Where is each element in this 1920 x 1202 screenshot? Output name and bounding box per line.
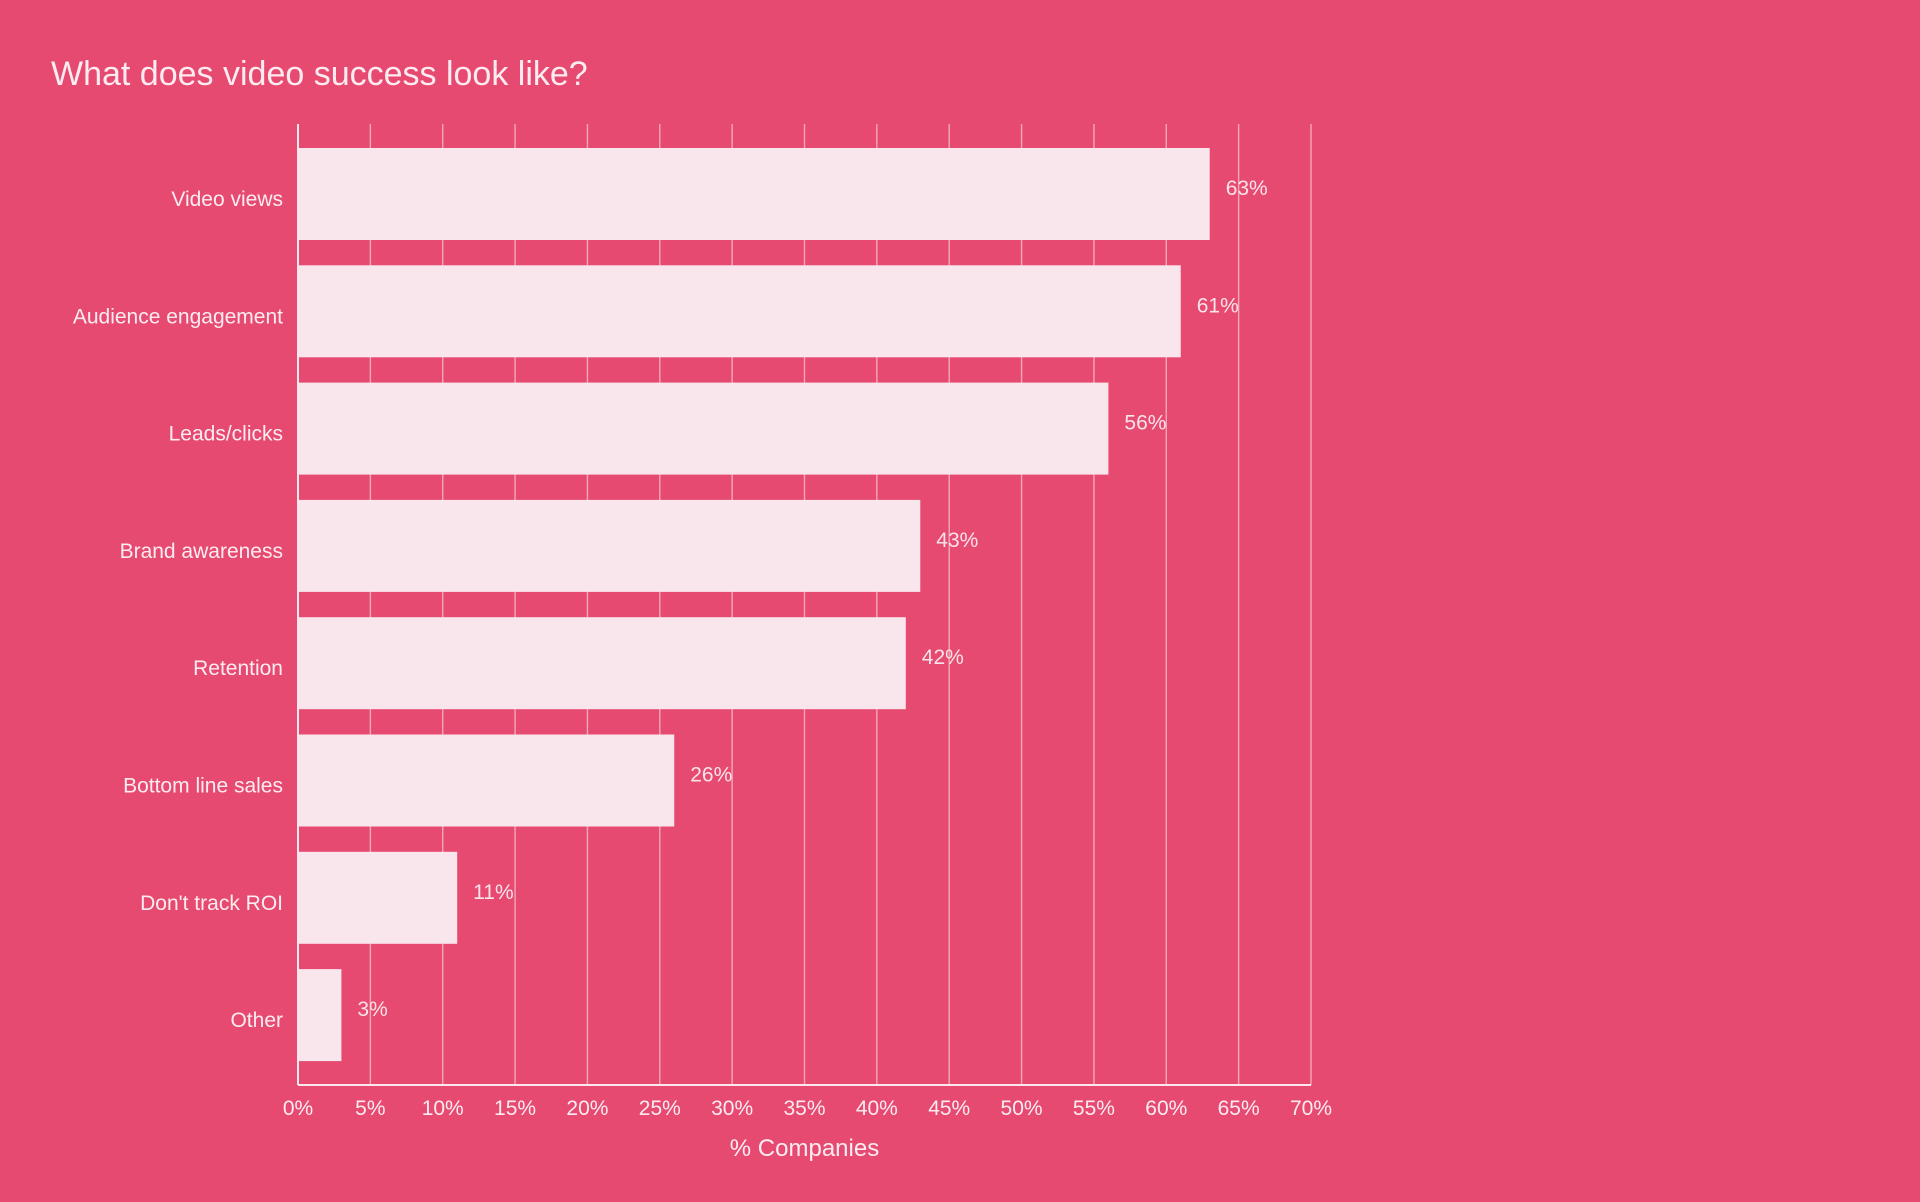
x-tick-label: 65% — [1218, 1097, 1260, 1120]
x-tick-label: 55% — [1073, 1097, 1115, 1120]
x-tick-label: 15% — [494, 1097, 536, 1120]
x-tick-label: 0% — [283, 1097, 313, 1120]
x-tick-label: 5% — [355, 1097, 385, 1120]
bar — [298, 969, 342, 1062]
x-tick-label: 20% — [566, 1097, 608, 1120]
x-tick-label: 50% — [1001, 1097, 1043, 1120]
x-tick-label: 35% — [783, 1097, 825, 1120]
category-label: Bottom line sales — [123, 775, 283, 798]
bar-value-label: 42% — [922, 646, 964, 669]
x-tick-label: 25% — [639, 1097, 681, 1120]
bar — [298, 148, 1210, 240]
category-label: Retention — [193, 657, 283, 680]
bar-value-label: 26% — [690, 764, 732, 787]
category-label: Other — [230, 1009, 283, 1032]
x-tick-label: 45% — [928, 1097, 970, 1120]
x-tick-label: 40% — [856, 1097, 898, 1120]
x-tick-label: 30% — [711, 1097, 753, 1120]
chart-title: What does video success look like? — [51, 55, 588, 93]
x-tick-label: 70% — [1290, 1097, 1332, 1120]
bar — [298, 851, 458, 944]
bar-value-label: 43% — [936, 529, 978, 552]
category-label: Audience engagement — [73, 305, 283, 328]
bar-value-label: 56% — [1124, 412, 1166, 435]
bars — [298, 148, 1210, 1062]
bar — [298, 499, 921, 592]
category-labels: Video views Audience engagement Leads/clic… — [73, 188, 283, 1032]
bar — [298, 734, 675, 827]
category-label: Don't track ROI — [140, 892, 283, 915]
value-labels: 63% 61% 56% 43% 42% 26% 11% 3% — [357, 177, 1267, 1021]
category-label: Brand awareness — [120, 540, 283, 563]
bar — [298, 617, 906, 710]
bar-value-label: 61% — [1197, 294, 1239, 317]
axes — [297, 124, 1311, 1086]
x-axis-title: % Companies — [730, 1135, 879, 1162]
bar-value-label: 3% — [357, 998, 387, 1021]
bar-value-label: 11% — [473, 881, 513, 904]
x-tick-label: 60% — [1145, 1097, 1187, 1120]
category-label: Leads/clicks — [169, 423, 283, 446]
category-label: Video views — [171, 188, 283, 211]
x-tick-labels: 0% 5% 10% 15% 20% 25% 30% 35% 40% 45% 50% 55% 60% 65%… — [283, 1097, 1332, 1120]
x-tick-label: 10% — [422, 1097, 464, 1120]
bar — [298, 265, 1181, 358]
bar — [298, 382, 1109, 475]
bar-value-label: 63% — [1226, 177, 1268, 200]
